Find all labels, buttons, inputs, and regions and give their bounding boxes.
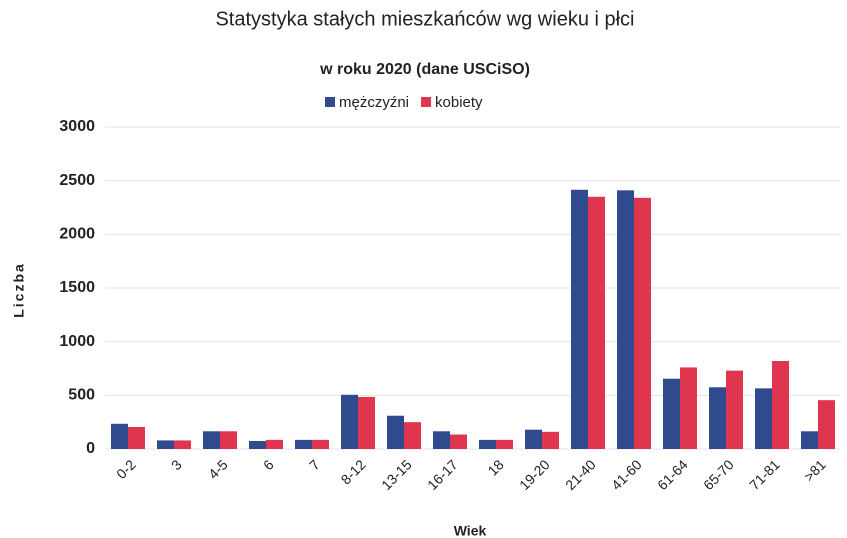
bar: [157, 440, 174, 449]
x-tick-label: 4-5: [205, 456, 231, 482]
y-tick-label: 1500: [59, 279, 95, 296]
bar: [709, 387, 726, 449]
bar: [479, 439, 496, 449]
x-axis-label: Wiek: [454, 523, 487, 538]
bar: [295, 439, 312, 449]
y-tick-label: 2500: [59, 172, 95, 189]
bar: [249, 440, 266, 449]
bar: [433, 431, 450, 449]
x-tick-label: 6: [260, 456, 277, 473]
chart-subtitle: w roku 2020 (dane USCiSO): [319, 61, 530, 78]
y-tick-label: 1000: [59, 333, 95, 350]
x-tick-label: >81: [801, 456, 829, 484]
bar: [525, 429, 542, 449]
bar: [571, 189, 588, 450]
x-tick-label: 41-60: [608, 456, 645, 493]
x-tick-label: 71-81: [746, 456, 783, 493]
x-tick-label: 16-17: [424, 456, 461, 493]
y-tick-label: 3000: [59, 118, 95, 135]
bar: [203, 431, 220, 449]
x-tick-label: 21-40: [562, 456, 599, 493]
x-tick-label: 7: [306, 456, 323, 473]
x-tick-label: 61-64: [654, 456, 691, 493]
x-tick-label: 0-2: [113, 456, 139, 482]
bar: [772, 360, 789, 449]
bar: [726, 370, 743, 449]
bar: [818, 400, 835, 449]
x-tick-label: 65-70: [700, 456, 737, 493]
bar: [266, 439, 283, 449]
bar: [617, 190, 634, 449]
bar: [128, 426, 145, 449]
bar: [312, 439, 329, 449]
bar: [801, 431, 818, 449]
x-tick-label: 8-12: [338, 456, 369, 487]
bar: [450, 434, 467, 449]
bar: [404, 422, 421, 449]
bar: [634, 197, 651, 449]
x-tick-label: 3: [168, 456, 185, 473]
y-tick-label: 2000: [59, 226, 95, 243]
bar: [220, 431, 237, 449]
legend-label: kobiety: [435, 94, 483, 111]
y-axis-label: Liczba: [11, 262, 27, 318]
bar: [387, 415, 404, 449]
bar: [755, 388, 772, 449]
chart-title: Statystyka stałych mieszkańców wg wieku …: [215, 8, 634, 30]
bar: [663, 378, 680, 449]
y-tick-label: 500: [68, 387, 95, 404]
x-tick-label: 18: [484, 456, 506, 478]
x-tick-label: 13-15: [378, 456, 415, 493]
bar: [358, 396, 375, 449]
bar: [174, 440, 191, 449]
bar: [680, 367, 697, 449]
bar: [496, 439, 513, 449]
bar: [111, 423, 128, 449]
bar: [542, 431, 559, 449]
bar: [588, 196, 605, 449]
legend-label: mężczyźni: [339, 94, 409, 111]
y-tick-label: 0: [86, 440, 95, 457]
legend-swatch: [325, 97, 335, 107]
bar: [341, 394, 358, 449]
x-tick-label: 19-20: [516, 456, 553, 493]
legend-swatch: [421, 97, 432, 107]
